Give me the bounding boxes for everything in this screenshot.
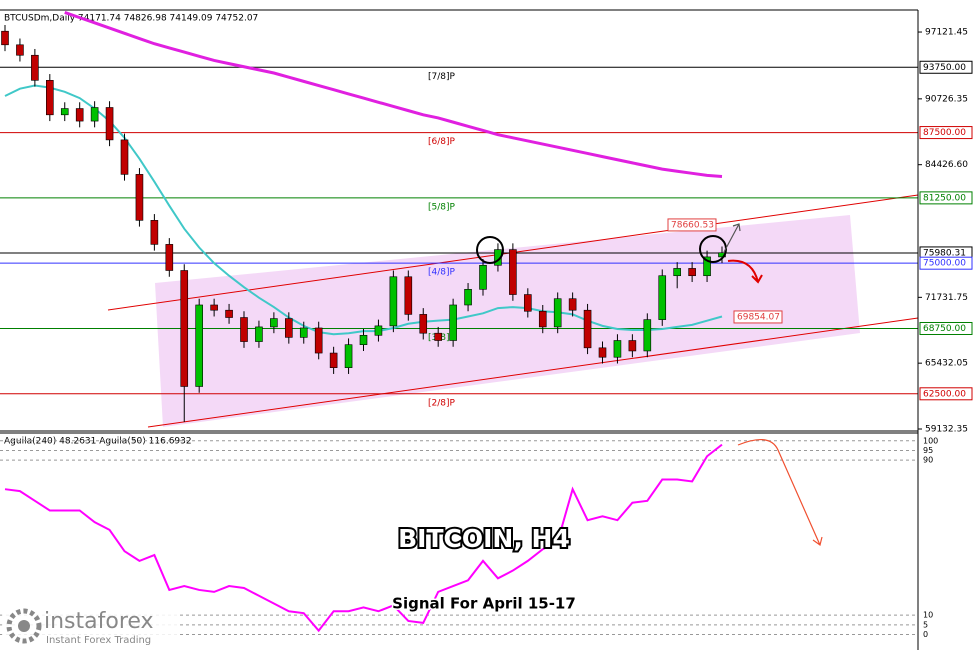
y-tick-label: 100 [923,436,938,445]
level-label-box [919,60,973,74]
headline: BITCOIN, H4 [398,524,570,553]
candle-body [90,107,99,122]
candle-body [225,309,233,318]
candle-body [16,44,24,56]
candle-body [344,344,353,368]
brand: instaforex [44,609,154,634]
candle-body [120,139,129,175]
candle-body [210,304,218,311]
candle-body [60,108,69,116]
y-tick-label: 65432.05 [925,359,968,369]
level-label-box [919,321,973,335]
candle-body [314,327,323,354]
chart-title: BTCUSDm,Daily 74171.74 74826.98 74149.09… [4,14,258,24]
candle-body [598,347,607,358]
candle-body [538,310,547,328]
level-tag: [4/8]P [428,268,456,278]
candle-body [553,298,562,328]
candle-body [628,340,637,352]
candle-body [688,268,696,277]
candle-body [359,334,368,345]
candle-body [240,317,248,342]
candle-body [329,352,338,368]
panel-title: Aguila(240) 48.2631 Aguila(50) 116.6932 [4,437,192,447]
candle-body [374,325,383,336]
y-tick-label: 90 [923,456,933,465]
y-tick-label: 95 [923,446,933,455]
candle-body [524,294,532,312]
y-tick-label: 84426.60 [925,160,968,170]
candle-body [75,108,84,122]
candle-body [464,289,472,306]
candle-body [479,264,487,290]
candle-body [299,327,308,338]
forecast-arrow [737,439,823,547]
candle-body [31,54,39,81]
candle-body [419,314,428,334]
tagline: Instant Forex Trading [46,635,151,646]
level-label: 75000.00 [923,259,966,269]
level-label: 75980.31 [923,248,966,258]
candle-body [165,244,174,271]
level-label: 68750.00 [923,324,966,334]
candle-body [255,326,263,342]
level-tag: [2/8]P [428,398,456,408]
candle-body [658,275,667,320]
candle-body [180,270,189,387]
level-tag: [7/8]P [428,72,456,82]
candle-body [643,319,652,352]
candle-body [404,276,413,315]
price-label-box [733,310,783,324]
candle-body [613,340,622,358]
y-tick-label: 0 [923,630,928,639]
y-tick-label: 90726.35 [925,94,968,104]
logo-icon [6,608,42,644]
candle-body [150,220,159,245]
candle-body [270,318,278,328]
price-label: 69854.07 [737,312,780,322]
channel-lower [147,317,919,428]
signal-text: Signal For April 15-17 [392,595,576,613]
moving-average [64,10,723,178]
level-label-box [919,126,973,140]
candle-body [105,107,114,141]
level-label: 93750.00 [923,63,966,73]
candle-body [389,276,398,327]
y-tick-label: 97121.45 [925,28,968,38]
candle-body [509,249,517,295]
highlight-circle [476,236,504,264]
level-label: 81250.00 [923,193,966,203]
level-tag: [6/8]P [428,137,456,147]
y-tick-label: 10 [923,611,933,620]
channel-shade [155,215,860,427]
arrow-down [727,259,763,284]
price-label: 78660.53 [671,220,714,230]
level-tag: [5/8]P [428,202,456,212]
level-label-box [919,387,973,401]
oscillator-line [4,443,723,633]
logo-icon [18,620,30,632]
y-tick-label: 5 [923,620,928,629]
level-label-box [919,191,973,205]
level-label: 87500.00 [923,128,966,138]
candle-body [285,318,293,338]
level-label-box [919,256,973,270]
candle-body [703,256,711,277]
y-tick-label: 71731.75 [925,293,968,303]
candle-body [583,309,592,349]
level-label: 62500.00 [923,389,966,399]
candle-body [449,304,457,341]
arrow-up [723,223,741,253]
candle-body [673,268,681,277]
candle-body [46,80,54,116]
price-label-box [667,218,717,232]
y-tick-label: 59132.35 [925,424,968,434]
candle-body [195,304,203,387]
candle-body [434,332,442,341]
candle-body [1,30,9,46]
candle-body [568,298,577,311]
candle-body [135,174,144,221]
